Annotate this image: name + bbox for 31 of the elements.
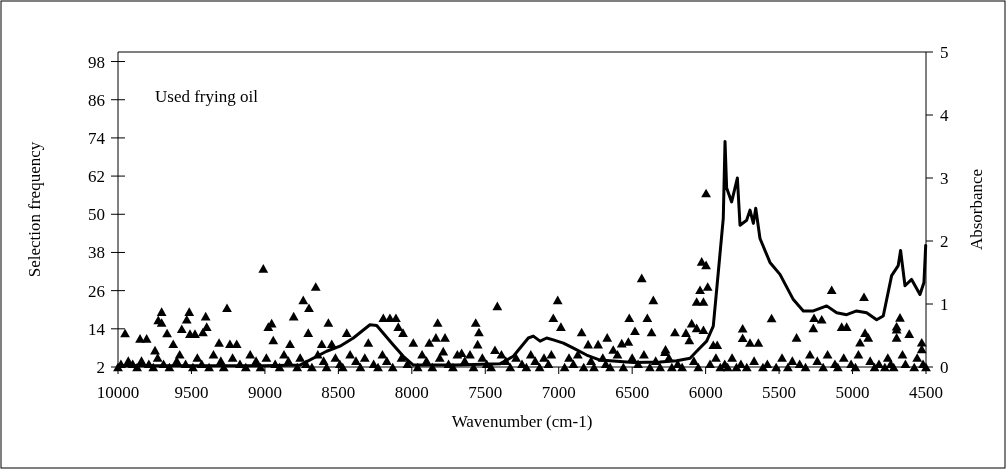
y2-tick-label: 4	[940, 106, 949, 125]
y2-tick-label: 3	[940, 169, 949, 188]
y-tick-label: 2	[96, 358, 105, 377]
x-tick-label: 9500	[174, 383, 209, 402]
y-tick-label: 74	[88, 128, 106, 148]
y2-tick-label: 1	[940, 295, 949, 314]
x-tick-label: 7500	[468, 383, 503, 402]
x-tick-label: 8500	[321, 383, 356, 402]
y2-tick-label: 2	[940, 232, 949, 251]
x-tick-label: 7000	[541, 383, 576, 402]
y2-axis-title: Absorbance	[967, 168, 986, 251]
y-tick-label: 14	[88, 319, 106, 339]
y-tick-label: 86	[88, 90, 105, 110]
x-tick-label: 5000	[835, 383, 870, 402]
x-tick-label: 10000	[96, 383, 140, 402]
y-tick-label: 62	[88, 167, 105, 187]
y2-tick-label: 5	[940, 43, 949, 62]
x-tick-label: 6000	[688, 383, 723, 402]
y-tick-label: 38	[88, 243, 105, 263]
y2-tick-label: 0	[940, 358, 949, 377]
y-tick-label: 98	[88, 52, 105, 72]
y-tick-label: 26	[88, 281, 105, 301]
x-tick-label: 8000	[394, 383, 429, 402]
y-axis-title: Selection frequency	[25, 141, 44, 278]
x-tick-label: 5500	[762, 383, 797, 402]
x-tick-label: 9000	[247, 383, 282, 402]
x-axis-title: Wavenumber (cm-1)	[451, 412, 593, 431]
annotation: Used frying oil	[155, 87, 259, 106]
y-tick-label: 50	[88, 205, 105, 225]
x-tick-label: 4500	[909, 383, 943, 402]
x-tick-label: 6500	[615, 383, 650, 402]
